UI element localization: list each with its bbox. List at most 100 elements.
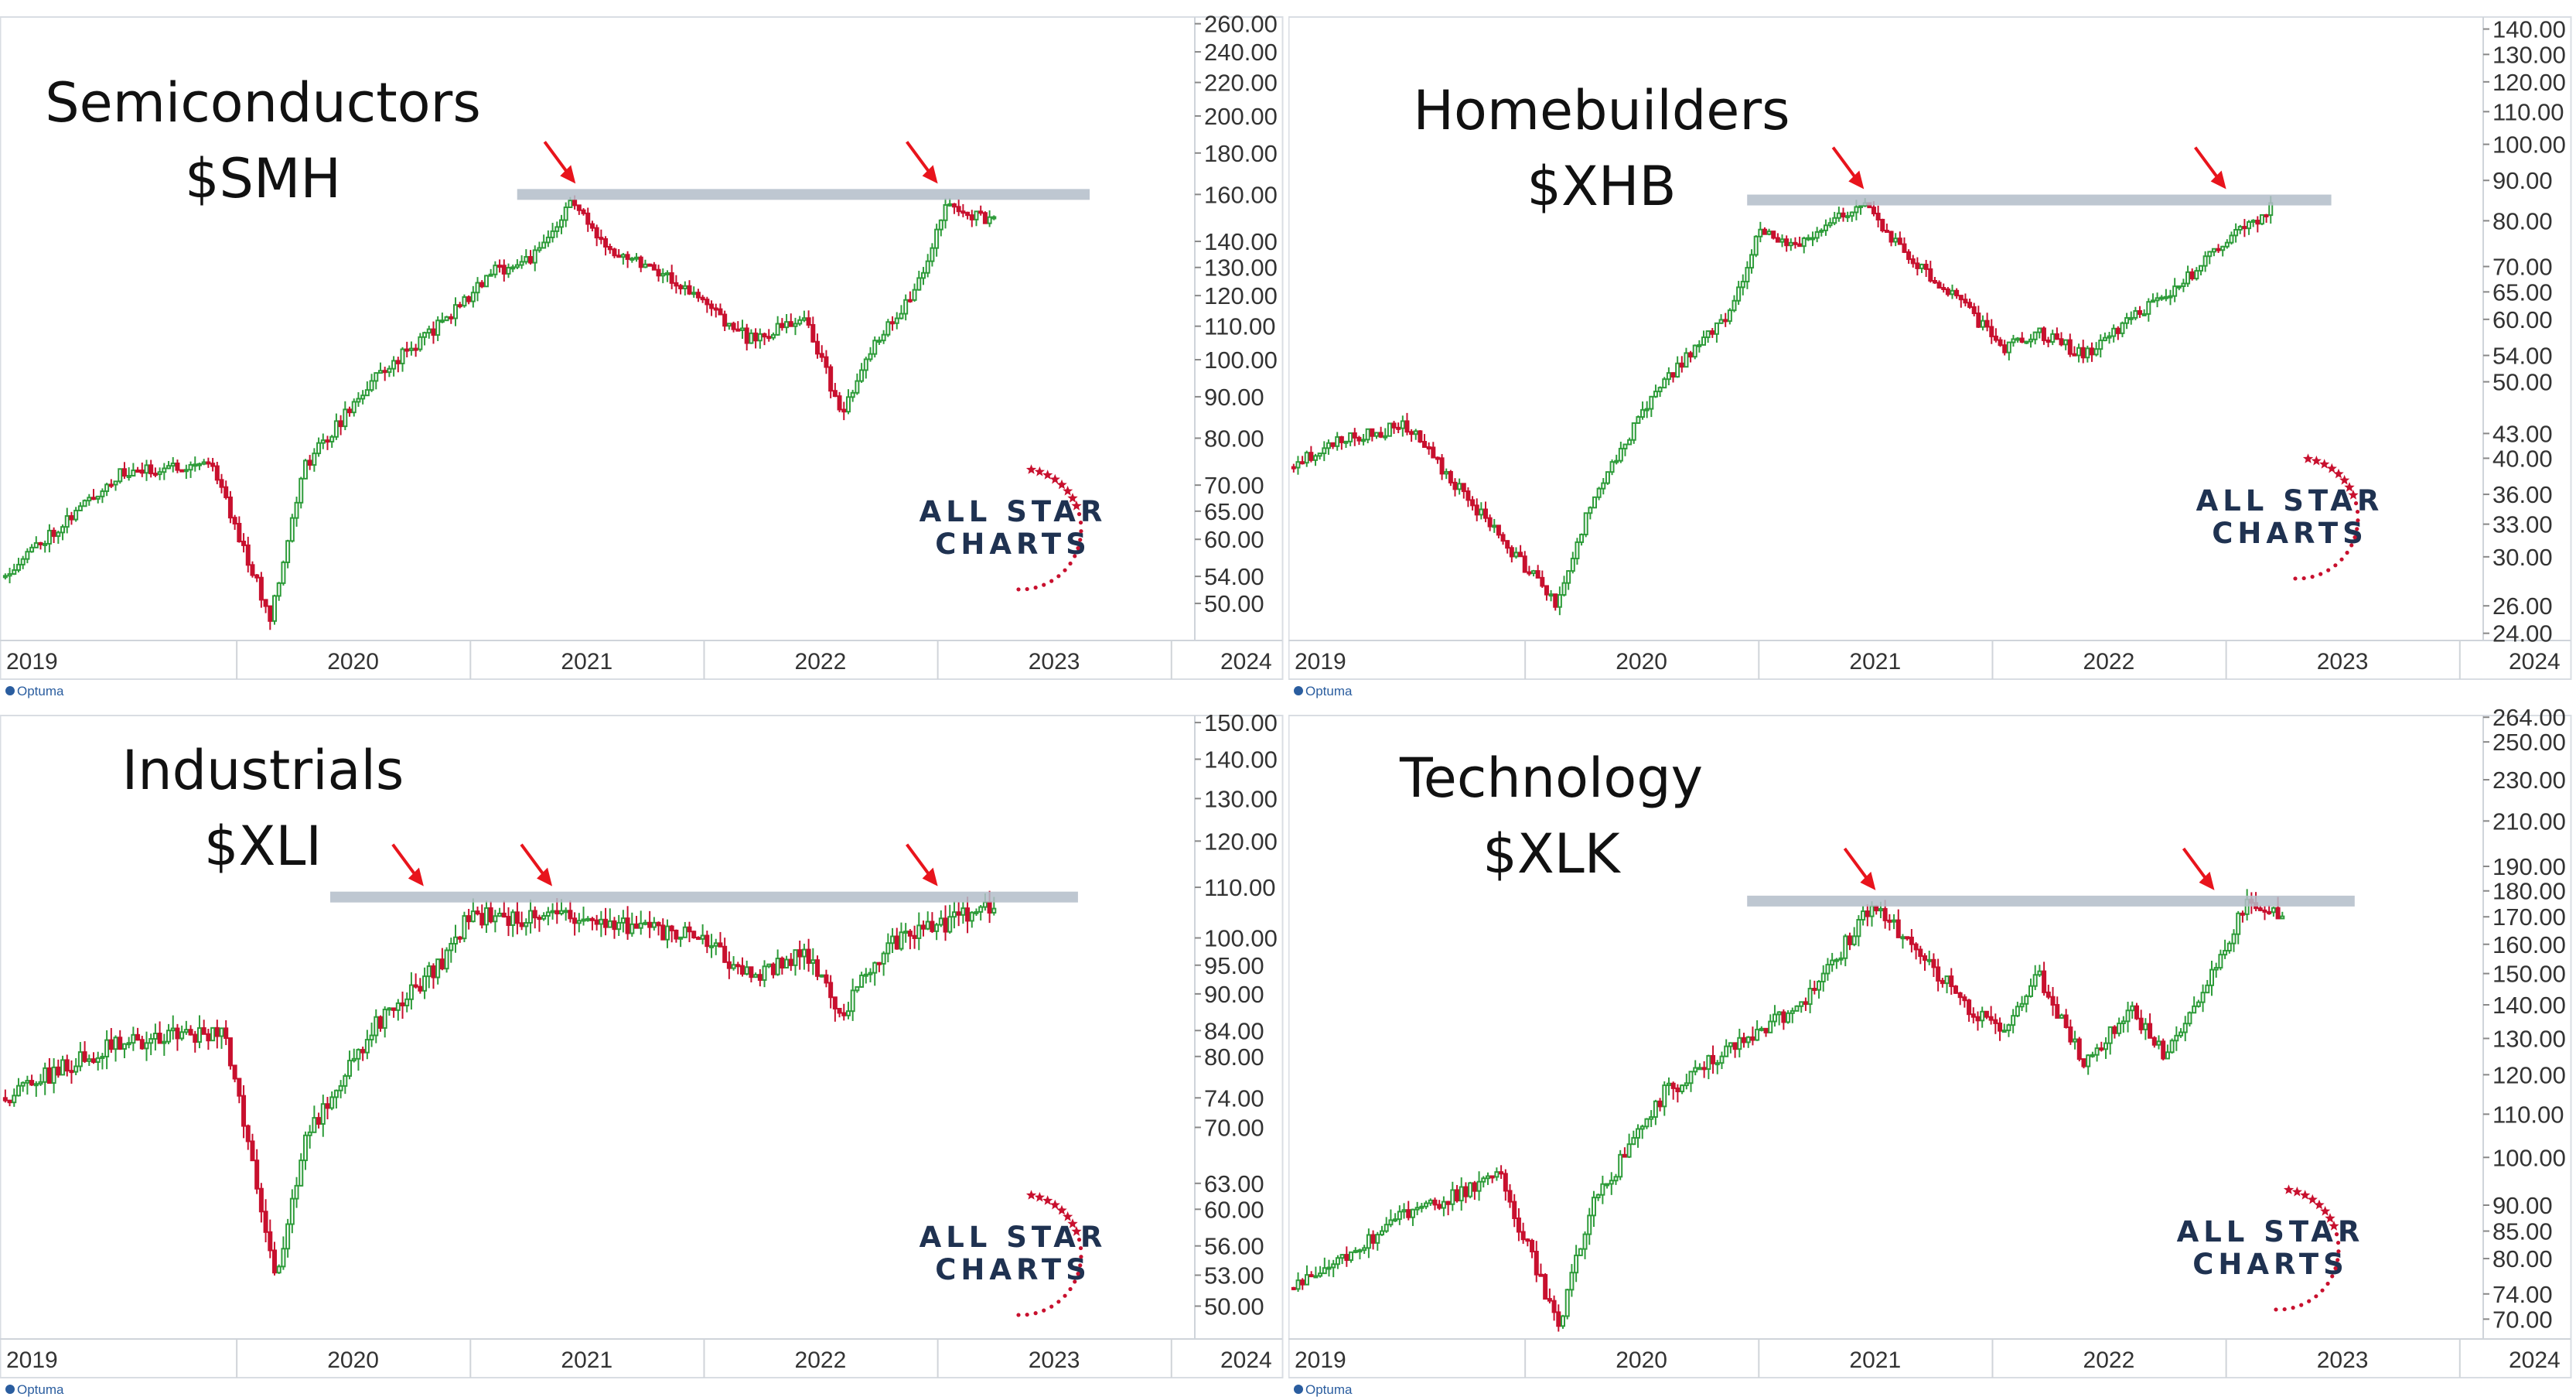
candle-up xyxy=(329,435,335,442)
y-tick-label: 84.00 xyxy=(1204,1017,1264,1044)
candle-up xyxy=(43,542,48,546)
candle-up xyxy=(713,942,718,947)
candle-down xyxy=(2115,327,2121,334)
logo-dot xyxy=(2333,563,2338,568)
candle-down xyxy=(1505,540,1510,549)
candle-up xyxy=(219,1027,224,1037)
candle-up xyxy=(2063,339,2069,346)
candle-up xyxy=(987,216,992,224)
candle-up xyxy=(1601,482,1606,490)
logo-dot xyxy=(1073,554,1077,558)
plot-frame xyxy=(1288,715,2572,1378)
candle-up xyxy=(1697,343,1702,347)
candle-down xyxy=(1465,490,1471,501)
y-tick-label: 140.00 xyxy=(2492,992,2566,1019)
candle-up xyxy=(1834,958,1839,962)
candle-up xyxy=(2174,1034,2179,1042)
candle-up xyxy=(360,395,366,400)
candle-up xyxy=(1697,1067,1702,1071)
candle-up xyxy=(563,207,568,221)
logo-star xyxy=(1049,473,1060,484)
candle-up xyxy=(1745,267,1750,283)
candle-down xyxy=(2240,912,2245,916)
candle-up xyxy=(1318,1272,1323,1277)
candle-up xyxy=(2125,1009,2131,1023)
chart-title: Industrials xyxy=(122,739,404,802)
candle-down xyxy=(612,920,617,931)
candle-up xyxy=(1348,432,1353,442)
candle-up xyxy=(73,1065,79,1073)
candle-down xyxy=(1556,1311,1561,1327)
candle-down xyxy=(2054,333,2059,340)
candle-down xyxy=(64,1059,70,1072)
y-tick-label: 90.00 xyxy=(2492,1192,2553,1219)
arrow-head xyxy=(537,867,553,886)
y-tick-label: 230.00 xyxy=(2492,767,2566,794)
y-tick-label: 170.00 xyxy=(2492,903,2566,931)
candle-down xyxy=(841,408,847,413)
candle-up xyxy=(678,936,684,940)
candle-up xyxy=(400,348,405,364)
plot-frame xyxy=(0,715,1284,1378)
candle-up xyxy=(1807,988,1813,1006)
candle-down xyxy=(1803,1001,1808,1006)
candle-down xyxy=(56,1066,61,1076)
candle-down xyxy=(237,1078,242,1097)
candle-down xyxy=(449,316,454,319)
candle-up xyxy=(1335,435,1340,447)
candle-up xyxy=(351,401,357,414)
candle-up xyxy=(1728,1042,1733,1047)
candle-down xyxy=(325,1103,330,1109)
logo-dot xyxy=(2301,576,2306,581)
candle-up xyxy=(1768,1020,1773,1033)
candle-down xyxy=(2255,220,2260,225)
candle-up xyxy=(793,323,798,327)
candle-down xyxy=(1452,481,1458,490)
candle-up xyxy=(312,453,317,466)
arrow-head xyxy=(922,867,938,886)
candle-down xyxy=(718,942,723,948)
candle-down xyxy=(2067,339,2073,355)
candle-up xyxy=(801,948,807,958)
candle-down xyxy=(731,323,736,330)
candle-down xyxy=(1742,1037,1747,1043)
chart-subtitle: $SMH xyxy=(185,147,341,210)
logo-dot xyxy=(2326,568,2331,572)
y-tick-label: 130.00 xyxy=(1204,785,1278,812)
candle-down xyxy=(400,1002,405,1006)
brand-line-2: CHARTS xyxy=(935,1253,1090,1286)
candle-down xyxy=(1503,1173,1508,1192)
candle-up xyxy=(801,317,807,321)
candle-up xyxy=(1373,432,1379,437)
candle-up xyxy=(422,332,428,338)
candle-up xyxy=(899,313,904,319)
candle-up xyxy=(1636,416,1641,424)
candle-up xyxy=(470,910,476,923)
candle-up xyxy=(550,910,555,914)
candle-up xyxy=(475,282,480,294)
candle-up xyxy=(2209,968,2214,986)
candle-down xyxy=(91,1058,97,1064)
candle-down xyxy=(576,204,582,211)
candle-down xyxy=(1958,295,1964,301)
candle-up xyxy=(2259,213,2264,225)
candle-up xyxy=(1388,1219,1394,1226)
candle-down xyxy=(1781,1011,1786,1023)
candle-down xyxy=(735,964,741,968)
candle-up xyxy=(1832,217,1837,224)
candle-up xyxy=(1401,1209,1407,1213)
candle-down xyxy=(965,211,971,217)
x-tick-label: 2020 xyxy=(1616,649,1667,675)
y-tick-label: 150.00 xyxy=(2492,961,2566,988)
candle-up xyxy=(1779,238,1785,243)
x-tick-label: 2020 xyxy=(327,649,379,675)
candle-down xyxy=(1897,237,1902,245)
candle-down xyxy=(1797,243,1803,248)
y-tick-label: 63.00 xyxy=(1204,1170,1264,1197)
candle-up xyxy=(1331,1263,1336,1269)
candle-down xyxy=(1775,237,1780,243)
candle-down xyxy=(206,1033,211,1042)
candle-up xyxy=(1950,289,1955,295)
candle-up xyxy=(2159,296,2165,300)
